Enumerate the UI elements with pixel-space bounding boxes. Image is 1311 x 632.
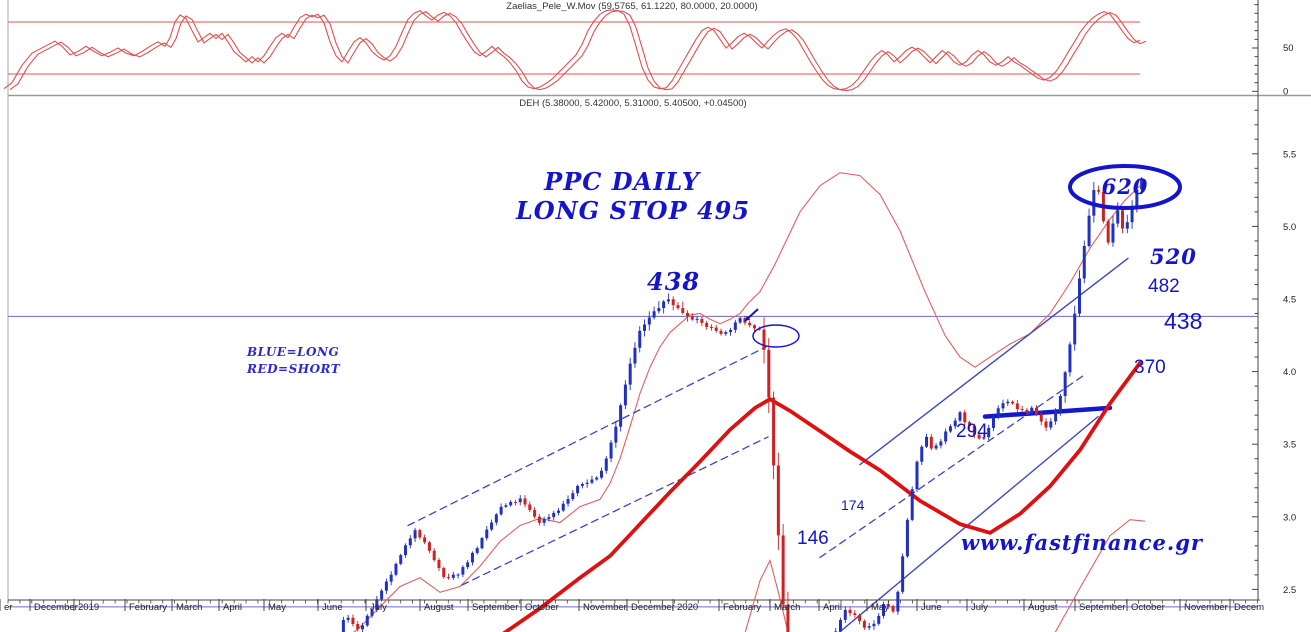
oscillator-panel xyxy=(3,9,1147,92)
month-label: December xyxy=(34,602,78,613)
svg-text:3.5: 3.5 xyxy=(1283,440,1296,451)
month-label: July xyxy=(971,602,988,613)
svg-text:5.5: 5.5 xyxy=(1283,149,1296,160)
month-label: 2020 xyxy=(677,602,698,613)
month-label: September xyxy=(1079,602,1125,613)
ma_top_ellipse xyxy=(752,324,800,348)
oscillator-fast-line xyxy=(3,9,1141,91)
svg-text:2.5: 2.5 xyxy=(1283,585,1296,596)
svg-text:3.0: 3.0 xyxy=(1283,512,1296,523)
trendline-channel_2019_lower xyxy=(461,436,769,586)
oscillator-axis: 50 0 xyxy=(1252,4,1294,97)
month-label: February xyxy=(129,602,167,613)
target_620_ellipse xyxy=(1068,164,1182,210)
month-label: Decem xyxy=(1234,602,1264,613)
lower-band-line xyxy=(744,519,1146,632)
svg-text:4.5: 4.5 xyxy=(1283,295,1296,306)
month-label: December xyxy=(631,602,675,613)
month-label: November xyxy=(583,602,627,613)
month-label: June xyxy=(322,602,343,613)
month-label: June xyxy=(921,602,942,613)
svg-text:0: 0 xyxy=(1283,86,1288,97)
svg-text:5.0: 5.0 xyxy=(1283,222,1296,233)
svg-text:50: 50 xyxy=(1283,43,1294,54)
drawn-shapes xyxy=(744,164,1182,348)
month-label: October xyxy=(525,602,559,613)
trendline-channel_2020_upper xyxy=(859,257,1129,466)
svg-text:4.0: 4.0 xyxy=(1283,367,1296,378)
candlesticks xyxy=(341,177,1144,632)
slow-ma-line xyxy=(502,361,1142,632)
time-axis: er December 2019 February March April May June J… xyxy=(0,599,1264,613)
oscillator-signal-line xyxy=(9,10,1147,92)
month-label: May xyxy=(268,602,286,613)
month-label: May xyxy=(871,602,889,613)
month-label: er xyxy=(4,602,12,613)
upper-band-line xyxy=(353,172,1141,632)
month-label: July xyxy=(370,602,387,613)
month-label: April xyxy=(823,602,842,613)
month-label: November xyxy=(1184,602,1228,613)
month-label: February xyxy=(723,602,761,613)
trendline-channel_2019_upper xyxy=(407,346,767,527)
month-label: April xyxy=(223,602,242,613)
panel-chrome xyxy=(7,0,1311,601)
month-label: March xyxy=(774,602,800,613)
month-label: 2019 xyxy=(78,602,99,613)
price-axis: 2.5 3.0 3.5 4.0 4.5 5.0 5.5 xyxy=(1252,109,1296,596)
month-label: August xyxy=(1028,602,1058,613)
trendline-channel_2020_mid xyxy=(819,373,1086,559)
month-label: August xyxy=(424,602,454,613)
month-label: October xyxy=(1131,602,1165,613)
price-panel xyxy=(8,172,1258,632)
trendline-support_370 xyxy=(982,405,1113,419)
month-label: September xyxy=(472,602,518,613)
month-label: March xyxy=(176,602,202,613)
